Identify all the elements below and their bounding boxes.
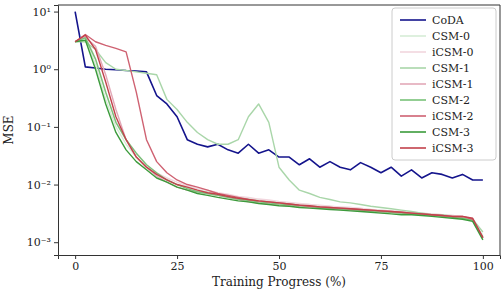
y-axis: 10⁻³ 10⁻² 10⁻¹ 10⁰ 10¹ xyxy=(27,6,59,256)
legend-label: CSM-0 xyxy=(432,30,470,43)
tick: 10⁻¹ xyxy=(27,121,58,134)
tick-mark xyxy=(483,255,484,259)
tick-mark xyxy=(177,255,178,259)
tick-mark xyxy=(279,255,280,259)
frame xyxy=(500,5,501,255)
legend-label: iCSM-1 xyxy=(432,78,473,91)
tick: 10¹ xyxy=(33,6,58,19)
axis-line xyxy=(59,256,501,260)
legend-label: iCSM-0 xyxy=(432,46,473,59)
tick-label: 75 xyxy=(374,260,388,273)
tick-mark xyxy=(54,12,58,13)
tick-mark xyxy=(54,69,58,70)
legend-label: iCSM-2 xyxy=(432,110,473,123)
x-axis-title: Training Progress (%) xyxy=(212,275,346,289)
legend-label: CSM-2 xyxy=(432,94,470,107)
tick-label: 10⁻² xyxy=(27,179,51,192)
tick-label: 25 xyxy=(171,260,185,273)
tick: 10⁰ xyxy=(33,63,58,76)
tick-mark xyxy=(54,242,58,243)
plot: 0 25 50 75 100 10⁻³ 10⁻² 10⁻¹ 10⁰ 10¹ CoDA CSM-0 iCS… xyxy=(27,5,501,273)
tick-mark xyxy=(381,255,382,259)
tick-label: 10⁰ xyxy=(33,63,52,76)
tick-label: 0 xyxy=(72,260,79,273)
x-axis: 0 25 50 75 100 xyxy=(59,255,501,273)
legend-label: iCSM-3 xyxy=(432,142,473,155)
tick-label: 10¹ xyxy=(33,6,51,19)
chart: 0 25 50 75 100 10⁻³ 10⁻² 10⁻¹ 10⁰ 10¹ CoDA CSM-0 iCS… xyxy=(0,0,504,292)
legend-swatch xyxy=(400,35,426,37)
tick-label: 10⁻³ xyxy=(27,236,51,249)
y-axis-title: MSE xyxy=(2,115,16,144)
tick-mark xyxy=(54,185,58,186)
frame xyxy=(58,5,500,6)
legend-box xyxy=(392,8,496,160)
tick: 0 xyxy=(72,255,79,273)
tick: 10⁻³ xyxy=(27,236,58,249)
legend: CoDA CSM-0 iCSM-0 CSM-1 iCSM-1 CSM-2 iCSM-2 CSM… xyxy=(392,8,496,160)
tick: 75 xyxy=(374,255,388,273)
tick: 10⁻² xyxy=(27,179,58,192)
legend-label: CSM-1 xyxy=(432,62,470,75)
tick: 100 xyxy=(473,255,494,273)
tick-label: 10⁻¹ xyxy=(27,121,51,134)
legend-swatch xyxy=(400,19,426,21)
legend-swatch xyxy=(400,83,426,85)
legend-swatch xyxy=(400,131,426,133)
legend-swatch xyxy=(400,67,426,69)
axis-line xyxy=(54,6,59,256)
legend-label: CSM-3 xyxy=(432,126,470,139)
legend-swatch xyxy=(400,115,426,117)
tick: 25 xyxy=(171,255,185,273)
tick: 50 xyxy=(273,255,287,273)
legend-swatch xyxy=(400,99,426,101)
legend-swatch xyxy=(400,147,426,149)
legend-label: CoDA xyxy=(432,14,465,27)
tick-mark xyxy=(54,127,58,128)
tick-label: 100 xyxy=(473,260,494,273)
tick-mark xyxy=(75,255,76,259)
legend-swatch xyxy=(400,51,426,53)
tick-label: 50 xyxy=(273,260,287,273)
